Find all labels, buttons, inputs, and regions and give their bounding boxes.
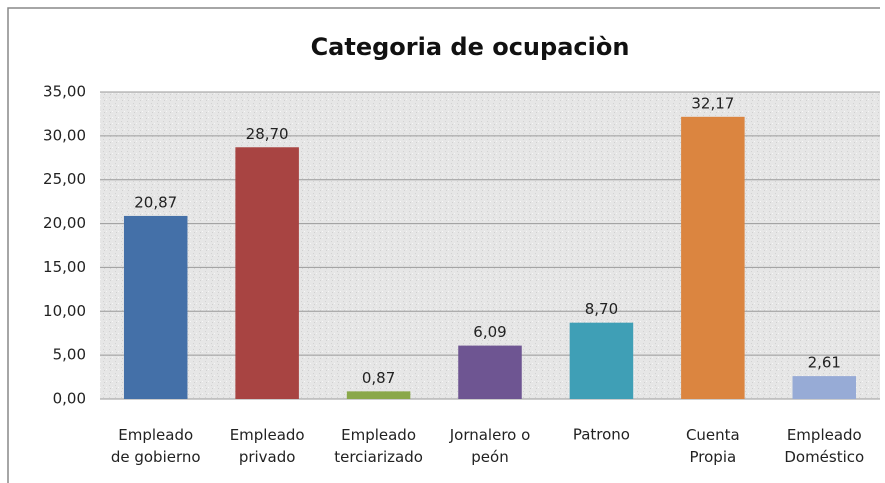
data-label: 8,70 xyxy=(585,300,618,318)
y-tick-label: 10,00 xyxy=(43,302,86,320)
bar xyxy=(458,345,522,399)
chart-frame xyxy=(7,7,880,483)
y-tick-label: 30,00 xyxy=(43,126,86,144)
x-tick-label: Jornalero o peón xyxy=(449,426,531,466)
y-tick-label: 35,00 xyxy=(43,83,86,101)
data-label: 2,61 xyxy=(808,354,841,372)
data-label: 20,87 xyxy=(134,193,177,211)
bar xyxy=(681,116,745,399)
bar xyxy=(569,322,634,399)
bar xyxy=(123,215,188,399)
x-tick-label: Patrono xyxy=(573,426,630,444)
y-tick-label: 5,00 xyxy=(53,346,86,364)
y-tick-label: 25,00 xyxy=(43,170,86,188)
bar xyxy=(346,391,411,399)
data-label: 0,87 xyxy=(362,369,395,387)
data-label: 6,09 xyxy=(473,323,506,341)
y-tick-label: 15,00 xyxy=(43,258,86,276)
x-tick-label: Empleado de gobierno xyxy=(111,426,201,466)
x-tick-label: Empleado terciarizado xyxy=(334,426,423,466)
y-tick-label: 20,00 xyxy=(43,214,86,232)
bar xyxy=(792,376,857,399)
data-label: 28,70 xyxy=(246,125,289,143)
y-tick-label: 0,00 xyxy=(53,390,86,408)
x-tick-label: Empleado privado xyxy=(230,426,305,466)
bar xyxy=(235,147,299,399)
data-label: 32,17 xyxy=(691,94,734,112)
x-tick-label: Empleado Doméstico xyxy=(784,426,864,466)
x-tick-label: Cuenta Propia xyxy=(686,426,740,466)
chart-title: Categoria de ocupaciòn xyxy=(311,33,630,61)
